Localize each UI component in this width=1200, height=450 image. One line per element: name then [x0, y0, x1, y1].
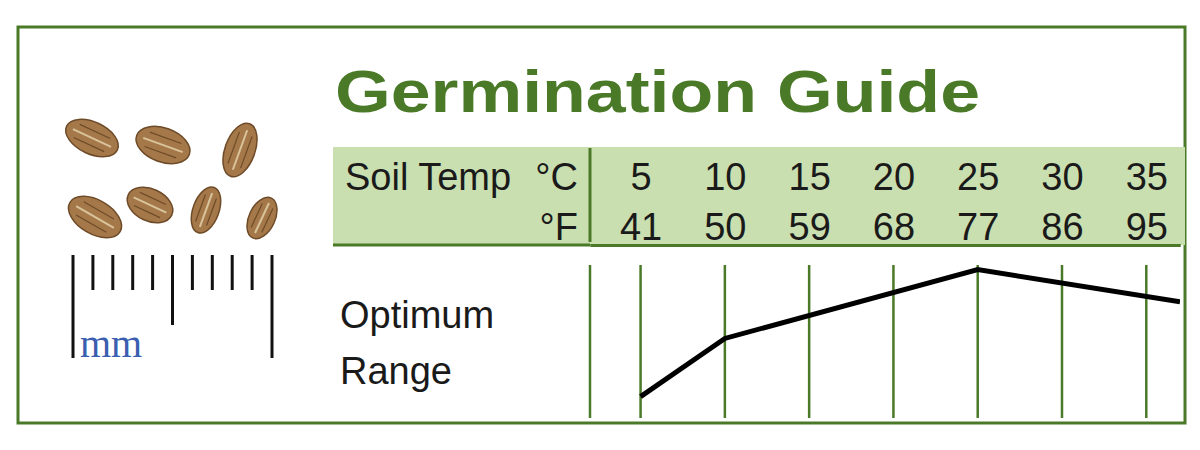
seed-ridge	[196, 194, 206, 221]
ruler-tick	[211, 255, 214, 290]
seeds	[60, 112, 283, 247]
seed-ridge	[145, 146, 177, 157]
x2-tick-label: 41	[620, 206, 662, 248]
seed	[131, 119, 195, 170]
seed-ridge	[80, 124, 110, 138]
seed	[241, 193, 283, 244]
x2-tick: 50	[704, 206, 746, 248]
seed-body	[121, 180, 178, 229]
x-axis-title: Soil Temp	[345, 156, 511, 198]
x-tick-label: 15	[789, 156, 831, 198]
x2-axis-unit: °F	[540, 206, 578, 248]
x-tick-label: 10	[704, 156, 746, 198]
x2-tick: 77	[957, 206, 999, 248]
ruler-tick	[111, 255, 114, 290]
plot-left-edge	[589, 265, 592, 418]
x-tick-label: 25	[957, 156, 999, 198]
seed-ridge	[207, 198, 217, 225]
x2-tick-label: 95	[1126, 206, 1168, 248]
seed-ridge	[134, 205, 160, 217]
ruler-tick	[231, 255, 234, 290]
x2-axis: 41 50 59 68 77 86 95	[591, 206, 1181, 248]
x2-tick-label: 50	[704, 206, 746, 248]
frame	[18, 27, 1185, 423]
x2-tick: 68	[873, 206, 915, 248]
seed-ridge	[74, 137, 104, 151]
seed-ridge	[73, 129, 111, 147]
x-tick-label: 5	[631, 156, 652, 198]
seed-body	[131, 119, 195, 170]
seed-ridge	[200, 193, 212, 227]
ruler-tick	[151, 255, 154, 290]
ruler-tick	[251, 255, 254, 290]
seed-body	[186, 183, 227, 237]
ruler-tick	[271, 255, 274, 358]
y-axis-title: Optimum Range	[340, 294, 494, 392]
grid-line	[976, 265, 979, 418]
grid-line	[808, 265, 811, 418]
seed	[61, 188, 128, 246]
y-axis-title-line: Optimum	[340, 294, 494, 336]
seed-ridge	[143, 138, 182, 152]
seed-body	[60, 112, 124, 165]
seed-ridge	[228, 132, 239, 164]
x2-tick-label: 59	[789, 206, 831, 248]
seed-ridge	[76, 215, 106, 232]
x-axis-unit: °C	[535, 156, 578, 198]
seed	[186, 183, 227, 237]
chart-canvas: Germination Guide Soil Temp °C °F Optimum Ran…	[0, 0, 1200, 450]
ruler-unit: mm	[80, 321, 142, 366]
ruler-tick	[72, 255, 75, 358]
x2-tick-label: 86	[1041, 206, 1083, 248]
seed	[121, 180, 178, 229]
grid-line	[892, 265, 895, 418]
seed	[216, 119, 263, 182]
seed	[60, 112, 124, 165]
ruler-tick	[171, 255, 174, 325]
x2-tick: 86	[1041, 206, 1083, 248]
seed-ridge	[76, 206, 114, 228]
y-axis-title-line: Range	[340, 350, 452, 392]
seed-ridge	[251, 204, 262, 228]
plot-area	[641, 270, 1180, 397]
seed-body	[216, 119, 263, 182]
grid-line	[1061, 265, 1064, 418]
seed-ridge	[262, 209, 273, 233]
seed-ridge	[233, 130, 247, 169]
seed-body	[61, 188, 128, 246]
x2-tick-label: 68	[873, 206, 915, 248]
seed-ridge	[150, 132, 182, 143]
x2-tick-label: 77	[957, 206, 999, 248]
x-tick-label: 20	[873, 156, 915, 198]
x2-tick: 95	[1126, 206, 1168, 248]
grid-line	[1145, 265, 1148, 418]
title: Germination Guide	[335, 58, 980, 125]
ruler-tick	[131, 255, 134, 290]
header-divider	[589, 148, 592, 242]
optimum-line	[641, 270, 1180, 397]
seed-ridge	[255, 203, 269, 233]
ruler-tick	[191, 255, 194, 290]
x2-tick: 59	[789, 206, 831, 248]
seed-ridge	[134, 197, 167, 212]
seed-ridge	[140, 192, 166, 204]
seed-ridge	[84, 202, 114, 219]
x-tick-label: 35	[1126, 156, 1168, 198]
seed-body	[241, 193, 283, 244]
ruler-tick	[91, 255, 94, 290]
seed-ridge	[241, 137, 252, 169]
x-tick-label: 30	[1041, 156, 1083, 198]
x2-tick: 41	[620, 206, 662, 248]
